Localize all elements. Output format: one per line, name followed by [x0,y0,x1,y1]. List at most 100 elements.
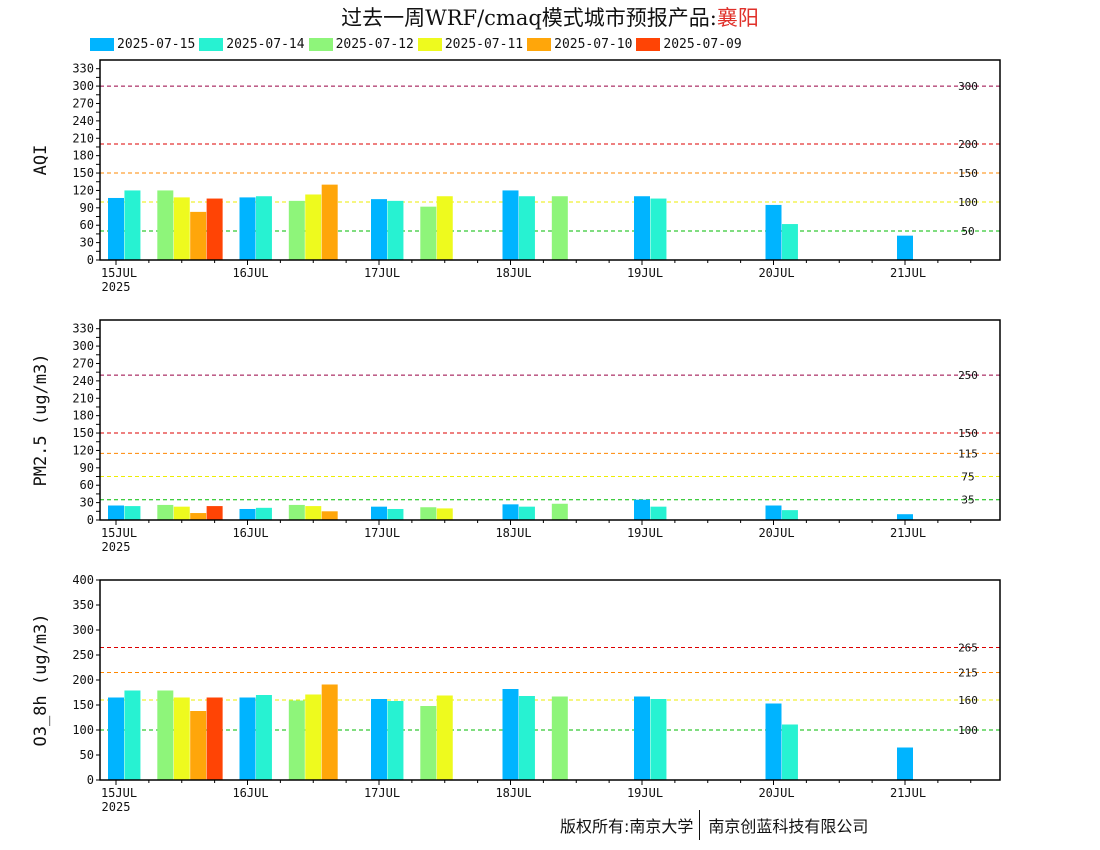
bar [108,505,124,520]
x-year-label: 2025 [102,800,131,814]
bar [436,695,453,780]
bar [371,699,387,780]
x-tick-label: 17JUL [364,266,400,280]
bar [765,505,782,520]
bar [288,700,305,780]
threshold-label: 50 [961,225,974,238]
y-tick-label: 0 [87,513,94,527]
legend-item: 2025-07-11 [417,36,523,52]
bar [108,697,124,780]
bar [420,706,437,780]
legend-label: 2025-07-09 [663,36,742,52]
bar [173,506,190,520]
y-tick-label: 0 [87,773,94,787]
legend-swatch [417,37,442,51]
bar [502,190,519,260]
bar [124,506,141,520]
x-tick-label: 15JUL [101,526,137,540]
bar [650,699,667,780]
bar [206,506,223,520]
x-tick-label: 19JUL [627,526,663,540]
bar [157,504,174,520]
threshold-label: 160 [958,694,978,707]
bar [124,690,141,780]
bar [387,508,404,520]
y-tick-label: 60 [80,478,94,492]
x-tick-label: 19JUL [627,266,663,280]
y-tick-label: 120 [72,183,94,197]
y-tick-label: 240 [72,374,94,388]
y-tick-label: 30 [80,496,94,510]
bar [781,510,798,520]
x-year-label: 2025 [102,540,131,554]
bar [288,504,305,520]
threshold-label: 215 [958,667,978,680]
bar [371,199,387,260]
x-tick-label: 18JUL [495,526,531,540]
x-tick-label: 19JUL [627,786,663,800]
plot-frame [99,319,1001,521]
bar [190,211,207,260]
y-tick-label: 50 [80,748,94,762]
threshold-label: 300 [958,80,978,93]
x-tick-label: 17JUL [364,786,400,800]
bar [206,697,223,780]
bar [239,197,256,260]
y-tick-label: 30 [80,236,94,250]
x-tick-label: 16JUL [232,526,268,540]
bar [255,695,272,780]
y-tick-label: 210 [72,131,94,145]
bar [305,694,322,780]
legend: 2025-07-15 2025-07-14 2025-07-12 2025-07… [90,36,742,52]
legend-item: 2025-07-09 [636,36,742,52]
bar [108,197,124,260]
y-tick-label: 350 [72,598,94,612]
plot-frame [99,579,1001,781]
threshold-label: 75 [961,471,974,484]
bar [436,508,453,520]
page-title: 过去一周WRF/cmaq模式城市预报产品:襄阳 [0,2,1100,32]
y-tick-label: 180 [72,149,94,163]
bar [190,513,207,520]
x-tick-label: 15JUL [101,786,137,800]
x-tick-label: 15JUL [101,266,137,280]
bar [157,690,174,780]
x-tick-label: 18JUL [495,786,531,800]
x-tick-label: 20JUL [758,526,794,540]
x-tick-label: 21JUL [890,266,926,280]
y-tick-label: 300 [72,623,94,637]
bar [206,198,223,260]
y-tick-label: 0 [87,253,94,267]
bar [371,506,387,520]
bar [502,504,519,520]
legend-label: 2025-07-12 [335,36,414,52]
legend-item: 2025-07-12 [308,36,414,52]
bar [634,196,650,260]
threshold-label: 100 [958,196,978,209]
bar [321,184,338,260]
bar [157,190,174,260]
legend-item: 2025-07-10 [527,36,632,52]
y-tick-label: 200 [72,673,94,687]
y-tick-label: 300 [72,79,94,93]
bar [124,190,141,260]
bar [321,511,338,520]
x-tick-label: 17JUL [364,526,400,540]
bar [305,506,322,520]
y-tick-label: 400 [72,573,94,587]
threshold-label: 265 [958,642,978,655]
bar [518,506,535,520]
legend-label: 2025-07-10 [554,36,633,52]
bar [897,747,913,780]
bar [321,684,338,780]
copyright-company: 南京创蓝科技有限公司 [708,817,869,836]
bar [239,508,256,520]
y-tick-label: 90 [80,461,94,475]
threshold-label: 200 [958,138,978,151]
legend-swatch [90,37,114,51]
threshold-label: 250 [958,369,978,382]
y-tick-label: 330 [72,322,94,336]
bar [650,506,667,520]
y-tick-label: 90 [80,201,94,215]
